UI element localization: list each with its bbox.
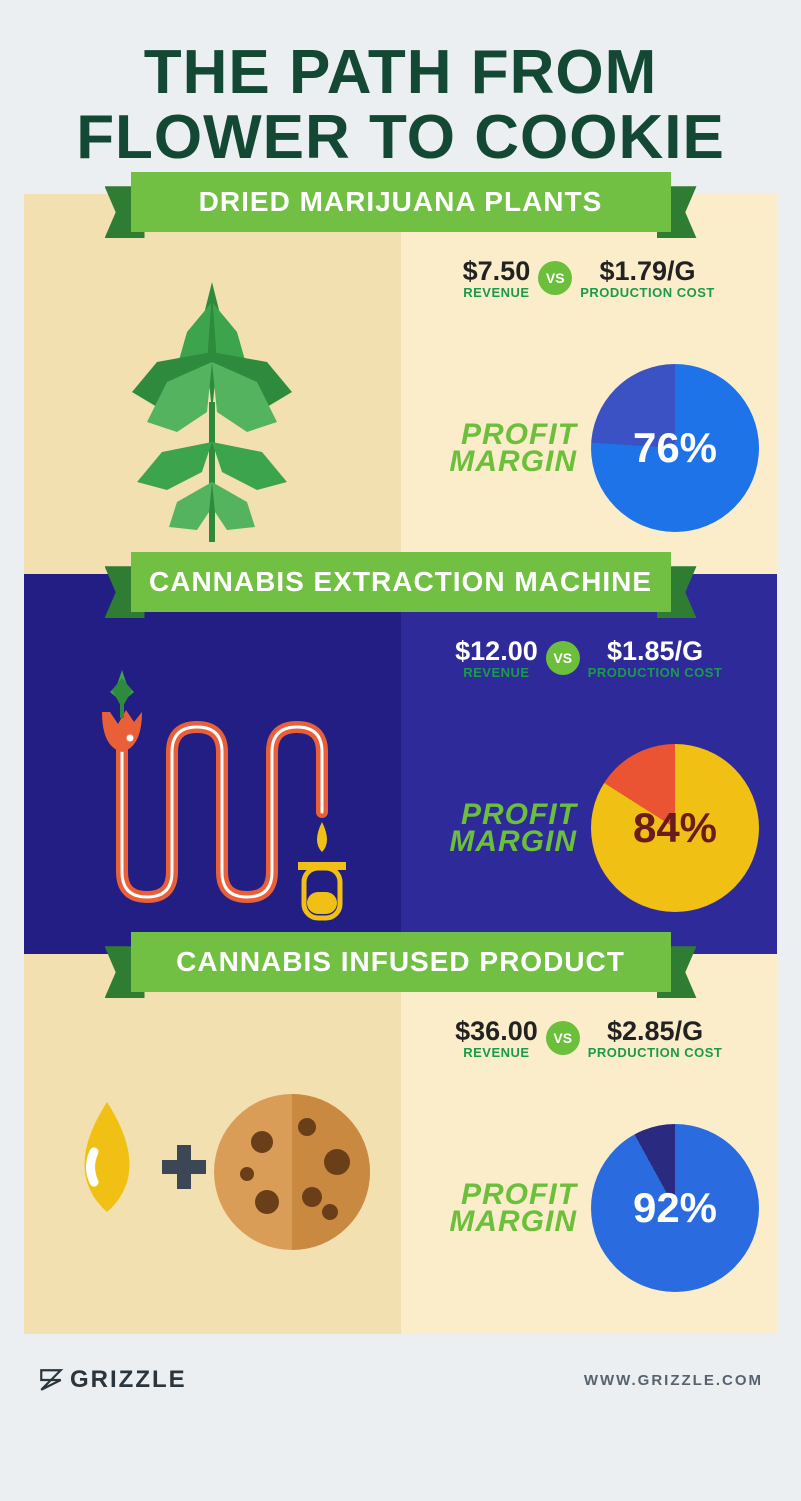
profit-pct: 92% (591, 1124, 759, 1292)
title-text: THE PATH FROM FLOWER TO COOKIE (44, 40, 757, 170)
vs-badge: VS (546, 1021, 580, 1055)
vs-badge: VS (538, 261, 572, 295)
profit-pie-chart: 92% (591, 1124, 759, 1292)
section-left (24, 194, 401, 574)
ribbon-label: CANNABIS INFUSED PRODUCT (131, 932, 671, 992)
profit-word-1: PROFIT (449, 421, 577, 449)
profit-word-2: MARGIN (449, 448, 577, 476)
brand-logo: GRIZZLE (38, 1366, 187, 1394)
cost-label: PRODUCTION COST (588, 1045, 723, 1060)
profit-word-2: MARGIN (449, 828, 577, 856)
revenue-stat: $12.00 REVENUE (455, 636, 538, 680)
infographic-page: THE PATH FROM FLOWER TO COOKIE DRIED MAR… (0, 0, 801, 1434)
profit-word-2: MARGIN (449, 1208, 577, 1236)
stats-row: $12.00 REVENUE VS $1.85/G PRODUCTION COS… (401, 636, 778, 680)
cost-stat: $1.85/G PRODUCTION COST (588, 636, 723, 680)
cost-stat: $2.85/G PRODUCTION COST (588, 1016, 723, 1060)
profit-row: PROFIT MARGIN 76% (401, 364, 760, 532)
profit-row: PROFIT MARGIN 92% (401, 1124, 760, 1292)
revenue-value: $7.50 (463, 256, 531, 287)
profit-pie-chart: 76% (591, 364, 759, 532)
extraction-machine-icon (24, 630, 401, 954)
section-right: $12.00 REVENUE VS $1.85/G PRODUCTION COS… (401, 574, 778, 954)
section-right: $7.50 REVENUE VS $1.79/G PRODUCTION COST… (401, 194, 778, 574)
profit-word-1: PROFIT (449, 1181, 577, 1209)
footer: GRIZZLE WWW.GRIZZLE.COM (24, 1334, 777, 1434)
ribbon: CANNABIS EXTRACTION MACHINE (24, 552, 777, 612)
profit-pct: 76% (591, 364, 759, 532)
footer-url: WWW.GRIZZLE.COM (584, 1372, 763, 1389)
cost-value: $2.85/G (588, 1016, 723, 1047)
section-left (24, 574, 401, 954)
revenue-stat: $7.50 REVENUE (463, 256, 531, 300)
revenue-value: $36.00 (455, 1016, 538, 1047)
cost-stat: $1.79/G PRODUCTION COST (580, 256, 715, 300)
profit-margin-label: PROFIT MARGIN (449, 1181, 577, 1236)
ribbon: CANNABIS INFUSED PRODUCT (24, 932, 777, 992)
cost-label: PRODUCTION COST (588, 665, 723, 680)
stats-row: $36.00 REVENUE VS $2.85/G PRODUCTION COS… (401, 1016, 778, 1060)
brand-text: GRIZZLE (70, 1366, 187, 1394)
revenue-label: REVENUE (455, 1045, 538, 1060)
profit-word-1: PROFIT (449, 801, 577, 829)
page-title: THE PATH FROM FLOWER TO COOKIE (24, 0, 777, 194)
section-right: $36.00 REVENUE VS $2.85/G PRODUCTION COS… (401, 954, 778, 1334)
stats-row: $7.50 REVENUE VS $1.79/G PRODUCTION COST (401, 256, 778, 300)
ribbon: DRIED MARIJUANA PLANTS (24, 172, 777, 232)
vs-badge: VS (546, 641, 580, 675)
cost-value: $1.85/G (588, 636, 723, 667)
profit-pct: 84% (591, 744, 759, 912)
revenue-label: REVENUE (455, 665, 538, 680)
section-dried-plants: DRIED MARIJUANA PLANTS (24, 194, 777, 574)
section-infused-product: CANNABIS INFUSED PRODUCT (24, 954, 777, 1334)
drop-plus-cookie-icon (24, 1010, 401, 1334)
revenue-value: $12.00 (455, 636, 538, 667)
cost-label: PRODUCTION COST (580, 285, 715, 300)
ribbon-label: CANNABIS EXTRACTION MACHINE (131, 552, 671, 612)
section-left (24, 954, 401, 1334)
cost-value: $1.79/G (580, 256, 715, 287)
profit-row: PROFIT MARGIN 84% (401, 744, 760, 912)
grizzle-logo-icon (38, 1367, 64, 1393)
ribbon-label: DRIED MARIJUANA PLANTS (131, 172, 671, 232)
revenue-stat: $36.00 REVENUE (455, 1016, 538, 1060)
revenue-label: REVENUE (463, 285, 531, 300)
section-extraction-machine: CANNABIS EXTRACTION MACHINE (24, 574, 777, 954)
profit-margin-label: PROFIT MARGIN (449, 801, 577, 856)
profit-margin-label: PROFIT MARGIN (449, 421, 577, 476)
marijuana-plant-icon (24, 250, 401, 574)
profit-pie-chart: 84% (591, 744, 759, 912)
